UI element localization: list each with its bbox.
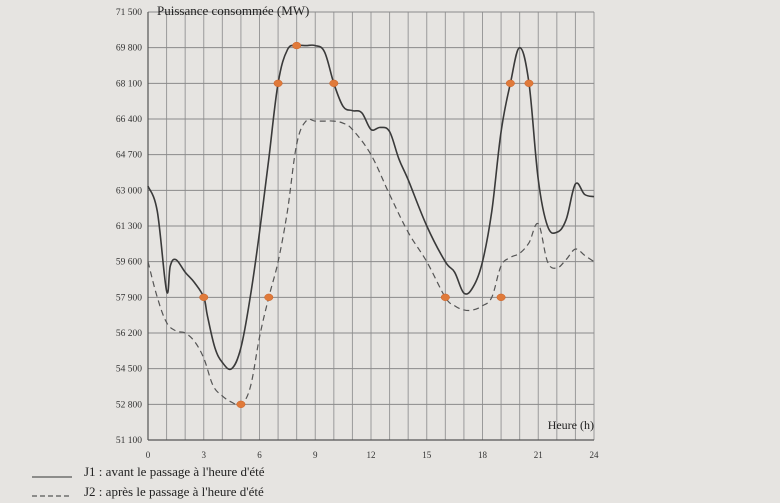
highlight-point [329, 79, 339, 87]
x-tick-label: 0 [146, 450, 151, 460]
y-tick-label: 56 200 [116, 329, 142, 339]
highlight-point [236, 400, 246, 408]
highlight-point [292, 41, 302, 50]
x-tick-label: 18 [478, 450, 488, 460]
highlight-point [199, 293, 209, 301]
highlight-point [273, 79, 283, 87]
legend-label-j2: J2 : après le passage à l'heure d'été [84, 484, 264, 499]
y-tick-label: 51 100 [116, 436, 142, 446]
grid [147, 11, 595, 441]
series-group [147, 44, 595, 406]
x-tick-label: 21 [534, 450, 543, 460]
legend: J1 : avant le passage à l'heure d'été J2… [32, 464, 265, 499]
x-axis-label: Heure (h) [548, 418, 594, 432]
x-tick-label: 12 [367, 450, 376, 460]
x-tick-label: 15 [422, 450, 432, 460]
highlight-point [440, 293, 450, 301]
x-tick-label: 9 [313, 450, 318, 460]
x-tick-labels: 0 3 6 9 12 15 18 21 24 [146, 450, 599, 460]
y-axis-label: Puissance consommée (MW) [157, 3, 309, 18]
x-tick-label: 6 [257, 450, 262, 460]
legend-label-j1: J1 : avant le passage à l'heure d'été [84, 464, 265, 479]
x-tick-label: 3 [202, 450, 207, 460]
y-tick-label: 69 800 [116, 44, 142, 54]
series-j2-line [147, 118, 595, 406]
y-tick-label: 59 600 [116, 258, 142, 268]
y-tick-label: 64 700 [116, 151, 142, 161]
y-tick-label: 54 500 [116, 365, 142, 375]
y-tick-label: 66 400 [116, 115, 142, 125]
axes [147, 12, 594, 441]
y-tick-labels: 51 100 52 800 54 500 56 200 57 900 59 600 61 3… [116, 8, 142, 446]
y-tick-label: 63 000 [116, 186, 142, 196]
y-tick-label: 68 100 [116, 79, 142, 89]
highlight-point [524, 79, 534, 87]
y-tick-label: 52 800 [116, 400, 142, 410]
y-tick-label: 57 900 [116, 293, 142, 303]
x-tick-label: 24 [590, 450, 600, 460]
highlighted-points [199, 41, 534, 408]
y-tick-label: 71 500 [116, 8, 142, 18]
highlight-point [496, 293, 506, 301]
y-tick-label: 61 300 [116, 222, 142, 232]
highlight-point [264, 293, 274, 301]
series-j1-line [147, 44, 595, 371]
highlight-point [505, 79, 515, 87]
